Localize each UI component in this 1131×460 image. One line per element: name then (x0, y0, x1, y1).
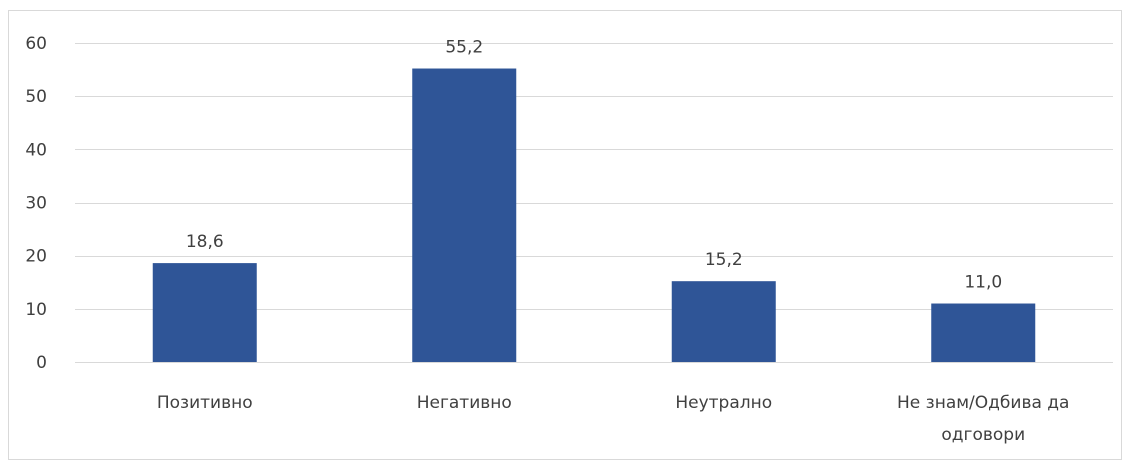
y-axis-tick-labels: 0 10 20 30 40 50 60 (25, 34, 47, 373)
category-label: Позитивно (157, 393, 253, 413)
category-label: одговори (941, 425, 1025, 445)
y-tick-label: 50 (25, 87, 47, 107)
y-tick-label: 10 (25, 300, 47, 320)
bar (931, 303, 1036, 362)
category-label: Негативно (417, 393, 512, 413)
bar (152, 263, 257, 362)
category-label: Не знам/Одбива да (897, 393, 1069, 413)
y-tick-label: 40 (25, 140, 47, 160)
x-axis-category-labels: Позитивно Негативно Неутрално Не знам/Одбив… (157, 393, 1070, 445)
data-label: 55,2 (445, 38, 483, 58)
y-tick-label: 20 (25, 247, 47, 267)
y-tick-label: 0 (36, 353, 47, 373)
data-label: 18,6 (186, 232, 224, 252)
data-label: 11,0 (964, 273, 1002, 293)
data-label: 15,2 (705, 250, 743, 270)
bar (671, 281, 776, 362)
bar (412, 68, 517, 363)
bars (152, 68, 1036, 363)
category-label: Неутрално (675, 393, 772, 413)
y-tick-label: 60 (25, 34, 47, 54)
y-tick-label: 30 (25, 194, 47, 214)
data-labels: 18,6 55,2 15,2 11,0 (186, 38, 1002, 293)
